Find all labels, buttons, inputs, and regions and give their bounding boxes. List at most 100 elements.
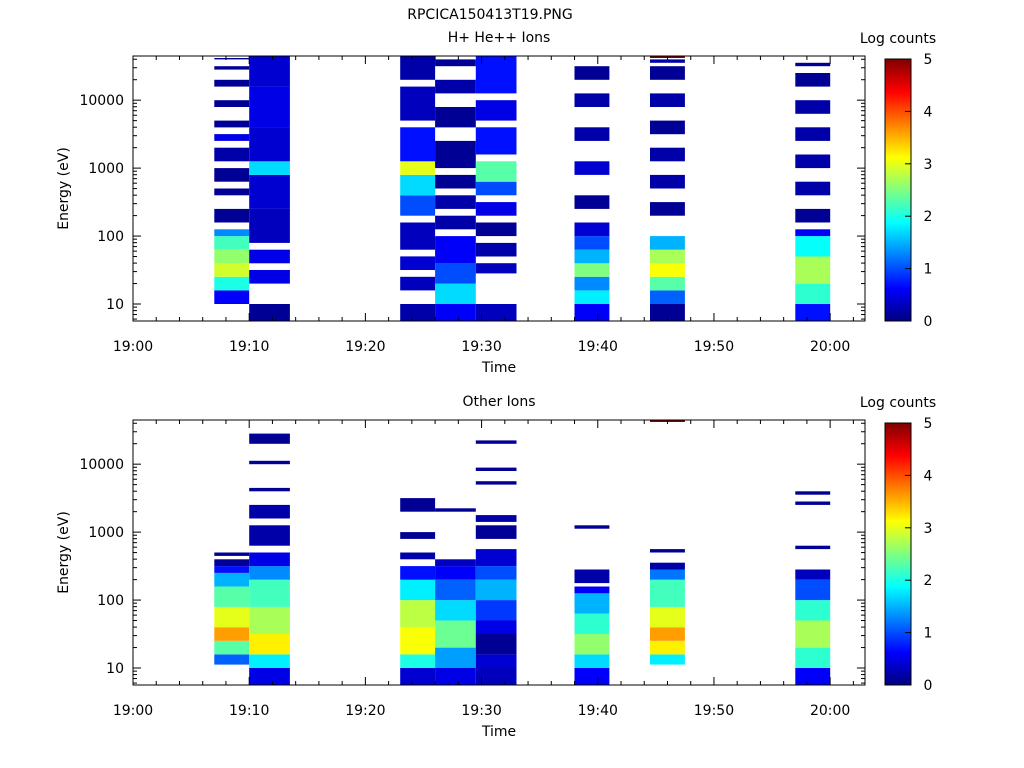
colorbar-label: Log counts [860,395,936,411]
heatmap-cell [574,290,610,304]
colorbar-tick-label: 1 [924,626,933,642]
h-he-ions-panel: 19:00 19:10 19:20 19:30 19:40 19:50 20:0010100… [56,30,936,376]
heatmap-cell [650,549,685,553]
heatmap-cell [475,620,517,634]
x-tick-label: 19:40 [578,339,618,355]
colorbar-tick-label: 0 [924,314,933,330]
heatmap-cell [249,433,290,444]
heatmap-cell [435,59,476,67]
heatmap-cell [214,58,250,60]
heatmap-cell [435,600,476,621]
heatmap-cell [650,654,685,665]
heatmap-cell [475,654,517,668]
heatmap-cell [475,202,517,216]
heatmap-cell [795,491,831,495]
heatmap-cell [214,572,250,587]
heatmap-cell [400,668,436,685]
heatmap-cell [249,606,290,635]
x-axis-label: Time [481,360,516,376]
heatmap-cell [475,263,517,274]
heatmap-cell [574,161,610,175]
heatmap-cell [650,606,685,628]
heatmap-cell [435,79,476,94]
heatmap-cell [795,620,831,648]
heatmap-cell [249,504,290,519]
heatmap-cell [400,600,436,628]
colorbar-tick-label: 4 [924,104,933,120]
heatmap-cell [400,552,436,560]
heatmap-cell [435,579,476,601]
heatmap-cell [435,236,476,264]
heatmap-cell [475,304,517,321]
heatmap-cell [249,634,290,655]
y-tick-label: 100 [97,593,124,609]
heatmap-cell [475,566,517,580]
heatmap-cell [435,304,476,321]
heatmap-cell [400,276,436,291]
heatmap-cell [574,236,610,250]
heatmap-cell [214,640,250,655]
heatmap-cell [435,107,476,128]
heatmap-cell [574,668,610,685]
heatmap-cell [400,222,436,250]
heatmap-cell [574,127,610,141]
x-tick-label: 19:10 [229,339,269,355]
heatmap-cell [650,93,685,107]
heatmap-cell [475,668,517,685]
heatmap-cell [795,600,831,621]
heatmap-cell [400,579,436,601]
heatmap-cell [214,606,250,628]
colorbar-tick-label: 1 [924,262,933,278]
colorbar-tick-label: 5 [924,416,933,432]
x-tick-label: 19:50 [694,339,734,355]
heatmap-cell [795,545,831,550]
heatmap-cell [574,93,610,107]
heatmap-cell [214,66,250,70]
y-tick-label: 10 [106,297,124,313]
heatmap-cell [650,290,685,304]
heatmap-cell [475,579,517,601]
colorbar-tick-label: 3 [924,521,933,537]
heatmap-cell [574,304,610,321]
colorbar [884,58,912,322]
heatmap-cells [214,420,831,685]
heatmap-cell [435,566,476,580]
x-tick-label: 19:30 [461,339,501,355]
heatmap-cell [574,222,610,237]
heatmap-cell [249,487,290,492]
heatmap-cell [574,525,610,529]
heatmap-cell [249,270,290,284]
heatmap-cell [574,249,610,264]
heatmap-cell [650,59,685,63]
y-tick-label: 1000 [88,161,124,177]
heatmap-cell [400,627,436,655]
heatmap-cell [650,202,685,216]
heatmap-cell [249,56,290,87]
heatmap-cell [650,640,685,655]
colorbar-tick-label: 4 [924,468,933,484]
heatmap-cell [400,532,436,539]
heatmap-cell [249,161,290,175]
heatmap-cell [795,154,831,169]
heatmap-cell [795,579,831,601]
y-tick-label: 10000 [79,457,124,473]
y-tick-label: 100 [97,229,124,245]
heatmap-cell [400,161,436,175]
heatmap-cell [475,242,517,257]
heatmap-cell [475,467,517,471]
heatmap-cell [214,100,250,107]
heatmap-cell [435,508,476,512]
heatmap-cell [214,147,250,162]
heatmap-cell [214,229,250,237]
other-ions-panel: 19:00 19:10 19:20 19:30 19:40 19:50 20:0010100… [56,394,936,740]
heatmap-cell [249,249,290,264]
heatmap-cell [475,100,517,121]
heatmap-cell [214,188,250,196]
heatmap-cell [795,647,831,668]
colorbar-label: Log counts [860,31,936,47]
heatmap-cell [650,569,685,580]
heatmap-cell [435,263,476,284]
heatmap-cell [650,66,685,80]
heatmap-cell [214,208,250,223]
heatmap-cell [249,174,290,209]
